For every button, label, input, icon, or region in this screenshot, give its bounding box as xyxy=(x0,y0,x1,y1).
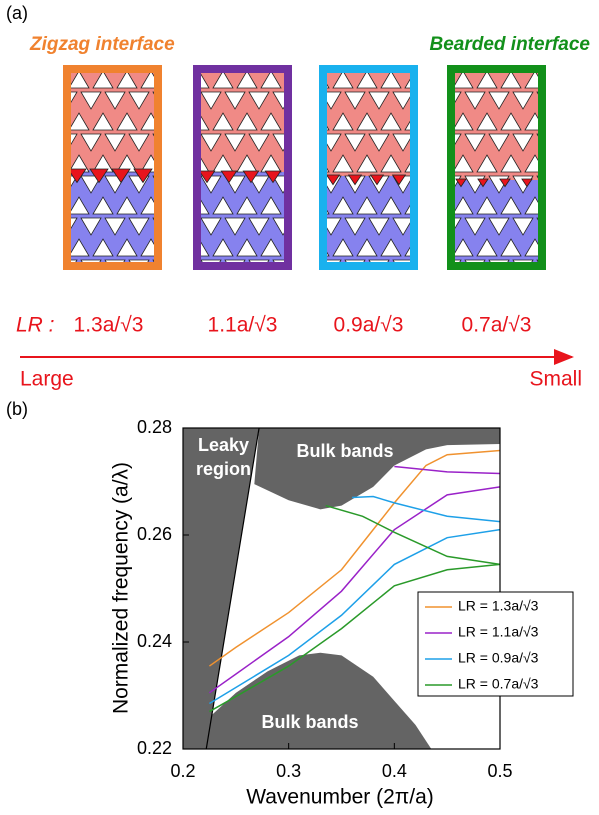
arrow-end: Small xyxy=(529,368,582,391)
panel-label: (a) xyxy=(6,3,28,23)
y-tick-label: 0.22 xyxy=(137,738,172,758)
legend-entry: LR = 0.7a/√3 xyxy=(458,676,539,692)
x-tick-label: 0.4 xyxy=(382,761,407,781)
y-tick-label: 0.26 xyxy=(137,524,172,544)
x-tick-label: 0.5 xyxy=(487,761,512,781)
hole-lattice xyxy=(451,69,542,266)
y-axis-label: Normalized frequency (a/λ) xyxy=(110,462,133,714)
length-label: 0.9a/√3 xyxy=(334,314,404,337)
annotation: Bulk bands xyxy=(261,712,358,732)
lr-label: LR : xyxy=(16,314,55,337)
legend-entry: LR = 1.1a/√3 xyxy=(458,624,539,640)
hole-lattice xyxy=(323,69,414,266)
y-tick-label: 0.24 xyxy=(137,631,172,651)
annotation: Bulk bands xyxy=(296,441,393,461)
x-axis-label: Wavenumber (2π/a) xyxy=(246,786,434,809)
legend-entry: LR = 1.3a/√3 xyxy=(458,598,539,614)
series-line xyxy=(394,467,500,474)
arrow-start: Large xyxy=(20,368,74,391)
x-tick-label: 0.3 xyxy=(276,761,301,781)
right-title: Bearded interface xyxy=(429,34,590,55)
length-label: 0.7a/√3 xyxy=(462,314,532,337)
legend-entry: LR = 0.9a/√3 xyxy=(458,650,539,666)
lower-bulk-band xyxy=(206,653,431,749)
length-label: 1.3a/√3 xyxy=(74,314,144,337)
left-title: Zigzag interface xyxy=(29,34,175,55)
length-label: 1.1a/√3 xyxy=(208,314,278,337)
x-tick-label: 0.2 xyxy=(170,761,195,781)
hole-lattice xyxy=(67,69,158,266)
panel-label: (b) xyxy=(6,399,28,419)
annotation: region xyxy=(196,459,251,479)
hole-lattice xyxy=(197,69,288,266)
annotation: Leaky xyxy=(198,435,249,455)
y-tick-label: 0.28 xyxy=(137,417,172,437)
figure: (a) Zigzag interface Bearded interface L… xyxy=(0,0,599,815)
